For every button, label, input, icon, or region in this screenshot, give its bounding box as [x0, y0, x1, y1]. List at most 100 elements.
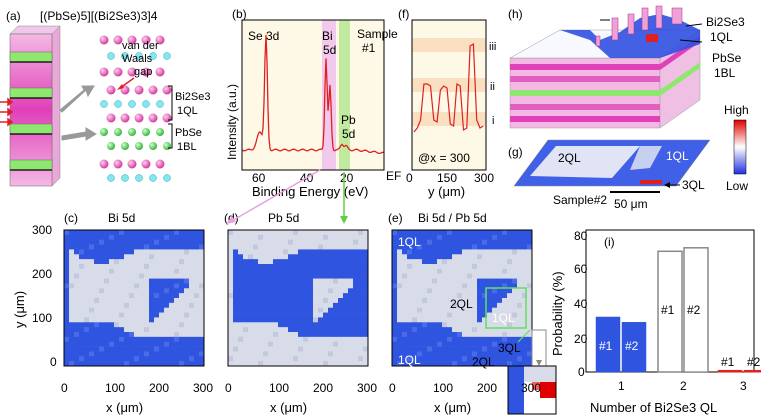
- map-pixel: [353, 268, 359, 275]
- map-pixel: [467, 230, 473, 236]
- map-pixel: [99, 239, 105, 245]
- map-pixel: [139, 336, 145, 343]
- map-pixel: [174, 239, 180, 245]
- map-pixel: [99, 341, 105, 347]
- map-pixel: [84, 249, 90, 255]
- map-pixel: [134, 361, 140, 367]
- map-pixel: [407, 322, 413, 328]
- map-pixel: [228, 361, 234, 367]
- map-pixel: [139, 234, 145, 241]
- map-pixel: [512, 278, 518, 284]
- map-pixel: [64, 234, 70, 241]
- map-pixel: [313, 317, 319, 323]
- bracket-bi2se3: [168, 85, 173, 121]
- map-pixel: [119, 312, 125, 318]
- panel-e-label: (e): [388, 211, 403, 225]
- map-pixel: [477, 351, 483, 357]
- map-pixel: [154, 234, 160, 241]
- map-pixel: [174, 356, 180, 362]
- map-pixel: [233, 230, 239, 236]
- map-pixel: [164, 234, 170, 241]
- map-pixel: [189, 259, 195, 265]
- map-pixel: [507, 234, 513, 241]
- map-pixel: [64, 244, 70, 250]
- map-pixel: [79, 264, 85, 270]
- map-pixel: [512, 336, 518, 343]
- map-pixel: [402, 244, 408, 250]
- map-pixel: [447, 298, 453, 304]
- map-pixel: [238, 332, 244, 338]
- map-pixel: [104, 254, 110, 260]
- map-pixel: [522, 346, 528, 352]
- map-pixel: [194, 298, 200, 304]
- map-pixel: [199, 244, 205, 250]
- map-pixel: [497, 234, 503, 241]
- map-pixel: [348, 327, 354, 333]
- map-pixel: [278, 273, 284, 279]
- map-pixel: [288, 302, 294, 309]
- map-pixel: [69, 254, 75, 260]
- map-pixel: [482, 259, 488, 265]
- gray-arrows: [59, 85, 97, 141]
- map-pixel: [134, 264, 140, 270]
- map-pixel: [328, 244, 334, 250]
- map-pixel: [164, 293, 170, 299]
- map-pixel: [238, 244, 244, 250]
- map-pixel: [527, 298, 533, 304]
- map-pixel: [74, 239, 80, 245]
- map-pixel: [228, 327, 234, 333]
- map-pixel: [293, 254, 299, 260]
- map-pixel: [308, 322, 314, 328]
- map-pixel: [467, 249, 473, 255]
- map-pixel: [353, 351, 359, 357]
- map-pixel: [104, 293, 110, 299]
- map-pixel: [507, 302, 513, 309]
- map-pixel: [238, 302, 244, 309]
- map-pixel: [159, 268, 165, 275]
- map-pixel: [467, 327, 473, 333]
- map-pixel: [84, 346, 90, 352]
- map-pixel: [179, 356, 185, 362]
- map-pixel: [442, 268, 448, 275]
- map-pixel: [507, 278, 513, 284]
- map-pixel: [94, 230, 100, 236]
- map-pixel: [412, 317, 418, 323]
- map-pixel: [129, 302, 135, 309]
- map-pixel: [417, 273, 423, 279]
- map-pixel: [457, 234, 463, 241]
- map-pixel: [189, 307, 195, 313]
- map-pixel: [348, 298, 354, 304]
- map-pixel: [144, 268, 150, 275]
- map-pixel: [452, 356, 458, 362]
- map-pixel: [258, 278, 264, 284]
- map-pixel: [338, 288, 344, 294]
- map-pixel: [482, 307, 488, 313]
- map-pixel: [407, 288, 413, 294]
- map-pixel: [353, 293, 359, 299]
- map-pixel: [258, 327, 264, 333]
- map-pixel: [144, 351, 150, 357]
- map-pixel: [114, 230, 120, 236]
- map-pixel: [397, 302, 403, 309]
- map-pixel: [278, 312, 284, 318]
- map-pixel: [442, 312, 448, 318]
- map-pixel: [99, 312, 105, 318]
- map-pixel: [84, 259, 90, 265]
- map-pixel: [397, 317, 403, 323]
- map-pixel: [303, 356, 309, 362]
- map-pixel: [487, 259, 493, 265]
- map-pixel: [517, 293, 523, 299]
- map-pixel: [139, 249, 145, 255]
- map-pixel: [159, 264, 165, 270]
- map-pixel: [199, 336, 205, 343]
- map-pixel: [253, 322, 259, 328]
- map-pixel: [402, 293, 408, 299]
- map-pixel: [124, 293, 130, 299]
- map-pixel: [343, 322, 349, 328]
- map-pixel: [303, 346, 309, 352]
- map-pixel: [199, 332, 205, 338]
- map-pixel: [124, 351, 130, 357]
- map-pixel: [397, 346, 403, 352]
- map-pixel: [129, 346, 135, 352]
- map-pixel: [358, 249, 364, 255]
